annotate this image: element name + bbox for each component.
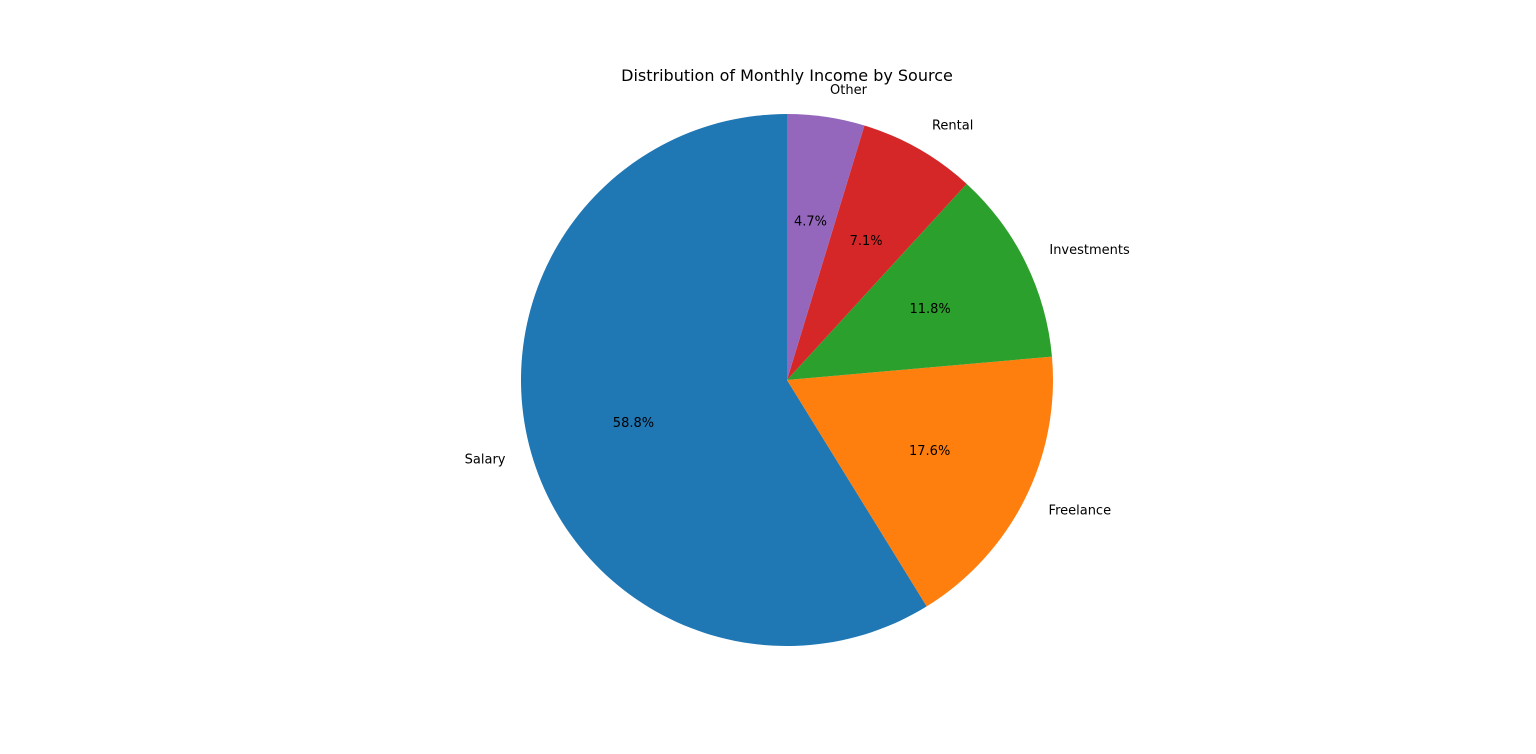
slice-percent-salary: 58.8% [613, 416, 654, 431]
pie-slice-rental [787, 125, 967, 380]
slice-label-salary: Salary [465, 452, 506, 467]
pie-labels: Salary Freelance Investments Rental Other [465, 83, 1130, 519]
slice-percent-other: 4.7% [794, 215, 827, 230]
slice-percent-freelance: 17.6% [909, 444, 950, 459]
slice-label-other: Other [830, 83, 868, 98]
pie-percent-labels: 58.8% 17.6% 11.8% 7.1% 4.7% [613, 215, 951, 459]
slice-label-freelance: Freelance [1049, 504, 1112, 519]
chart-title: Distribution of Monthly Income by Source [621, 66, 953, 85]
pie-slice-salary [520, 114, 927, 646]
pie-slices [520, 113, 1053, 646]
slice-percent-rental: 7.1% [850, 234, 883, 249]
pie-slice-investments [787, 183, 1052, 380]
slice-percent-investments: 11.8% [909, 302, 950, 317]
pie-slice-freelance [787, 356, 1053, 607]
slice-label-rental: Rental [932, 118, 973, 133]
pie-slice-other [787, 113, 865, 380]
slice-label-investments: Investments [1049, 243, 1130, 258]
